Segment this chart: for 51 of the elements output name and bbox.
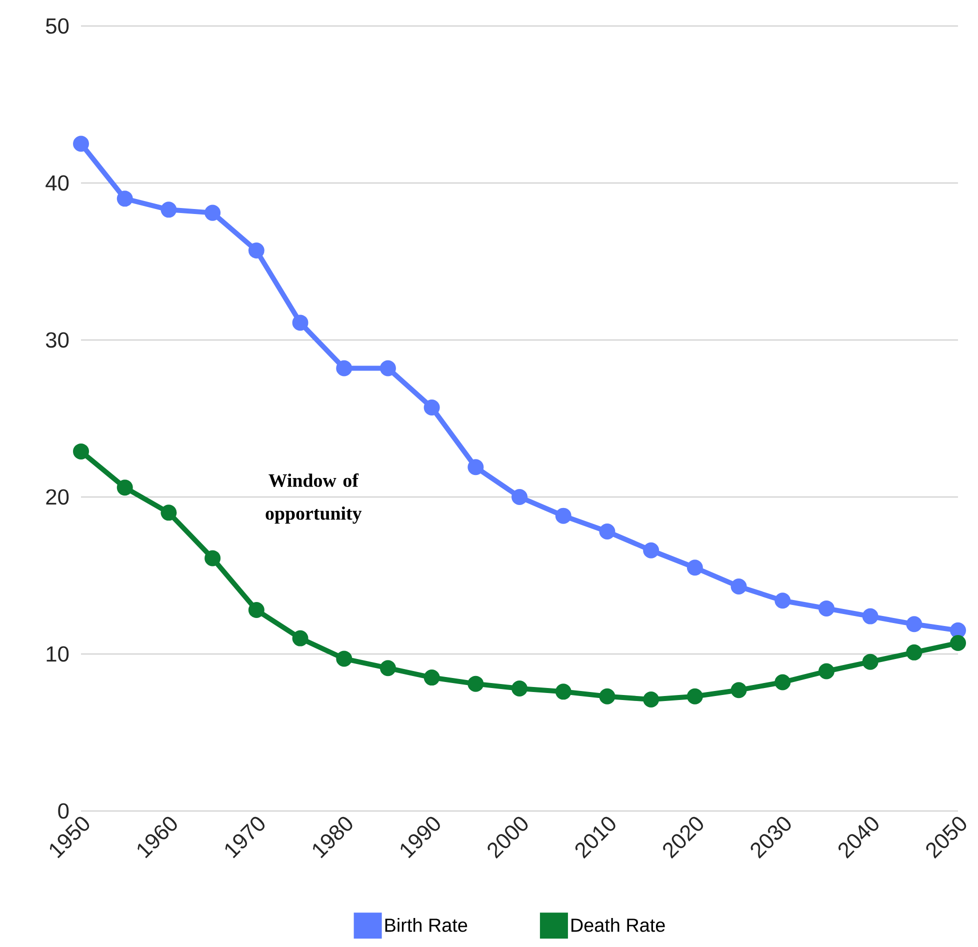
point [643, 542, 660, 558]
point [116, 480, 133, 496]
point [248, 602, 264, 618]
point [204, 550, 221, 566]
point [730, 682, 747, 698]
point [292, 314, 308, 331]
point [906, 616, 922, 632]
point [818, 663, 834, 680]
y-tick-label: 10 [46, 646, 69, 662]
y-tick-label: 0 [58, 803, 69, 819]
point [774, 674, 791, 690]
point [512, 488, 528, 505]
point [599, 688, 616, 704]
point [950, 634, 966, 651]
point [686, 560, 703, 576]
point [116, 190, 133, 207]
point [555, 508, 572, 524]
point [818, 600, 834, 616]
y-tick-label: 40 [46, 175, 69, 191]
point [380, 660, 396, 676]
point [424, 399, 440, 416]
y-tick-label: 20 [46, 489, 69, 505]
legend-label: Birth Rate [385, 918, 468, 932]
point [512, 680, 528, 697]
point [73, 136, 90, 152]
point [204, 204, 221, 221]
point [468, 459, 484, 476]
y-tick-label: 30 [46, 332, 69, 348]
point [555, 684, 572, 700]
point [643, 692, 660, 708]
point [862, 608, 878, 624]
point [686, 688, 703, 704]
point [950, 622, 966, 638]
point [292, 630, 308, 646]
y-tick-label: 50 [46, 18, 69, 34]
point [774, 592, 791, 609]
point [862, 654, 878, 670]
point [730, 578, 747, 594]
point [336, 360, 352, 376]
point [73, 443, 90, 460]
legend-label: Death Rate [571, 918, 665, 932]
point [248, 242, 264, 258]
point [906, 644, 922, 660]
point [424, 670, 440, 686]
point [160, 202, 177, 218]
point [336, 650, 352, 667]
annotation: Window of opportunity [266, 473, 362, 524]
point [160, 504, 177, 521]
point [599, 524, 616, 540]
point [468, 676, 484, 692]
point [380, 360, 396, 376]
